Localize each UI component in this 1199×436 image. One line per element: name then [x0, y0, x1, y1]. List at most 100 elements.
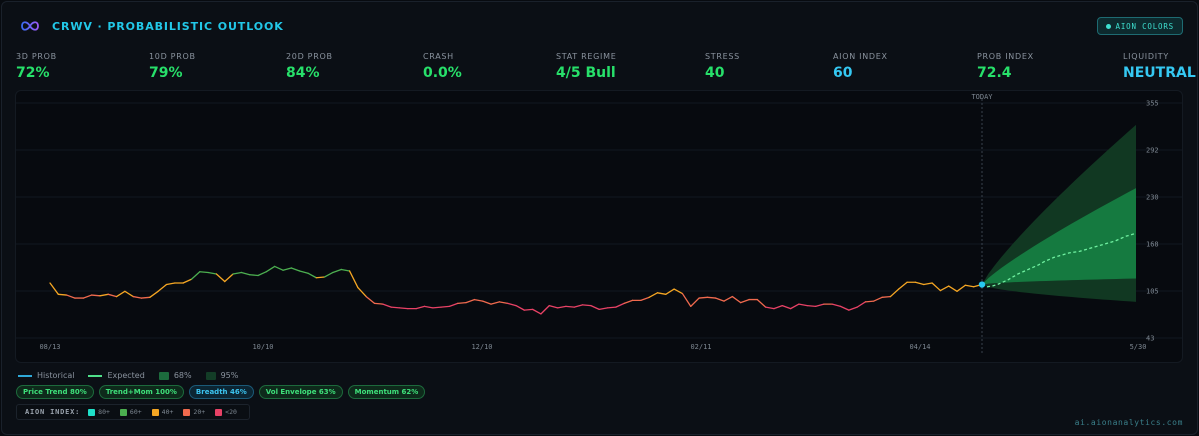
historical-segment	[581, 304, 592, 307]
historical-segment	[864, 300, 875, 303]
legend-band-95[interactable]: 95%	[205, 371, 238, 380]
historical-segment	[357, 286, 367, 298]
metric-aion-index: AION INDEX 60	[833, 52, 888, 81]
historical-segment	[90, 294, 101, 297]
legend-historical-swatch	[18, 374, 32, 377]
x-tick-label: 10/10	[252, 343, 273, 351]
aion-colors-button[interactable]: AION COLORS	[1096, 17, 1183, 35]
historical-segment	[715, 297, 725, 302]
historical-segment	[65, 294, 76, 299]
metric-value: 4/5 Bull	[556, 65, 616, 81]
historical-segment	[848, 306, 858, 311]
metric-value: 72%	[16, 65, 50, 81]
today-point	[978, 281, 986, 288]
historical-segment	[57, 293, 68, 296]
historical-segment	[390, 306, 401, 309]
historical-segment	[315, 276, 326, 279]
historical-segment	[839, 305, 850, 311]
historical-segment	[82, 294, 93, 299]
x-tick-label: 12/10	[471, 343, 492, 351]
historical-segment	[881, 295, 892, 298]
y-tick-label: 168	[1146, 241, 1159, 249]
historical-segment	[298, 270, 309, 274]
chip-vol-envelope[interactable]: Vol Envelope 63%	[258, 385, 343, 399]
chart-legend: Historical Expected 68% 95%	[18, 371, 246, 380]
historical-segment	[373, 302, 384, 305]
historical-segment	[873, 296, 883, 302]
chip-price-trend[interactable]: Price Trend 80%	[16, 385, 94, 399]
historical-segment	[473, 298, 484, 302]
historical-segment	[365, 295, 376, 305]
metric-3d-prob: 3D PROB 72%	[16, 52, 57, 81]
metric-label: PROB INDEX	[977, 52, 1034, 61]
historical-segment	[681, 292, 692, 308]
infinity-logo-icon	[21, 21, 39, 31]
historical-segment	[798, 303, 808, 307]
legend-band-68[interactable]: 68%	[158, 371, 192, 380]
metric-value: 60	[833, 65, 853, 81]
footer-url[interactable]: ai.aionanalytics.com	[1074, 418, 1183, 427]
chip-momentum[interactable]: Momentum 62%	[347, 385, 426, 399]
historical-segment	[382, 303, 392, 308]
metric-stat-regime: STAT REGIME 4/5 Bull	[556, 52, 616, 81]
signal-chips: Price Trend 80% Trend+Mom 100% Breadth 4…	[16, 385, 426, 399]
historical-segment	[249, 274, 259, 277]
historical-segment	[340, 268, 351, 272]
y-tick-label: 105	[1146, 288, 1159, 296]
metric-label: LIQUIDITY	[1123, 52, 1169, 61]
metric-label: 20D PROB	[286, 52, 333, 61]
metric-10d-prob: 10D PROB 79%	[149, 52, 196, 81]
historical-segment	[465, 298, 476, 304]
historical-segment	[199, 271, 209, 274]
historical-segment	[165, 282, 176, 286]
historical-segment	[656, 292, 667, 295]
historical-segment	[556, 305, 567, 309]
historical-segment	[956, 284, 967, 292]
historical-segment	[789, 303, 800, 310]
historical-segment	[781, 304, 792, 310]
historical-segment	[515, 304, 525, 311]
metric-value: 79%	[149, 65, 183, 81]
historical-segment	[898, 281, 908, 290]
metric-liquidity: LIQUIDITY NEUTRAL	[1123, 52, 1196, 81]
historical-segment	[432, 306, 442, 309]
legend-label: Expected	[107, 371, 145, 380]
historical-segment	[690, 297, 700, 308]
historical-segment	[440, 305, 451, 308]
historical-segment	[764, 306, 775, 310]
historical-segment	[523, 308, 534, 311]
historical-segment	[531, 308, 542, 315]
historical-segment	[548, 304, 559, 309]
historical-segment	[240, 271, 251, 276]
historical-segment	[490, 301, 501, 305]
outlook-chart[interactable]: 355 292 230 168 105 43 08/13 10/10 12/10 02/11 04/…	[15, 90, 1183, 363]
expected-line	[981, 232, 1137, 288]
x-tick-label: 08/13	[39, 343, 60, 351]
historical-segment	[257, 271, 268, 277]
legend-label: 68%	[173, 371, 192, 380]
metric-label: AION INDEX	[833, 52, 888, 61]
historical-segment	[265, 265, 276, 273]
legend-95-swatch	[205, 371, 216, 380]
historical-segment	[623, 299, 634, 305]
historical-segment	[948, 285, 958, 292]
historical-segment	[673, 288, 684, 295]
historical-segment	[731, 295, 742, 304]
legend-expected[interactable]: Expected	[88, 371, 145, 380]
historical-segment	[274, 265, 284, 271]
historical-segment	[756, 298, 767, 308]
historical-segment	[964, 284, 975, 288]
metric-value: 84%	[286, 65, 320, 81]
chip-breadth[interactable]: Breadth 46%	[188, 385, 254, 399]
page-title: CRWV · PROBABILISTIC OUTLOOK	[52, 19, 284, 33]
historical-segment	[182, 278, 193, 284]
metric-label: STAT REGIME	[556, 52, 617, 61]
historical-segment	[115, 290, 126, 298]
aion-swatch-40: 40+	[151, 408, 173, 416]
historical-segment	[157, 283, 168, 292]
aion-swatch-20: 20+	[183, 408, 205, 416]
legend-historical[interactable]: Historical	[18, 371, 74, 380]
historical-segment	[282, 267, 292, 271]
chip-trend-mom[interactable]: Trend+Mom 100%	[98, 385, 184, 399]
x-tick-label: 04/14	[909, 343, 930, 351]
